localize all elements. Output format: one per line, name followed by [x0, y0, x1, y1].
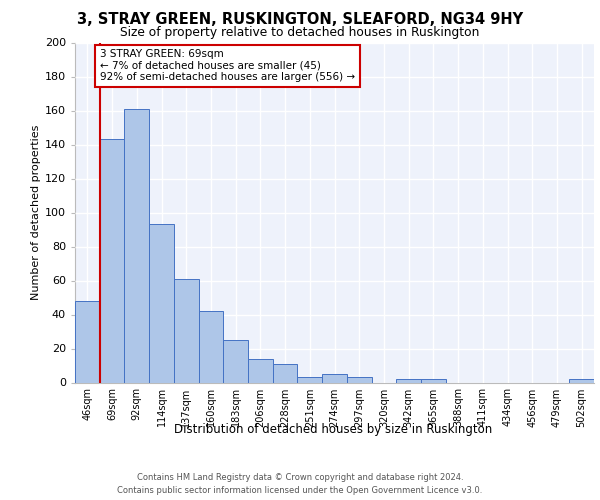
Bar: [273, 364, 298, 382]
Text: 3 STRAY GREEN: 69sqm
← 7% of detached houses are smaller (45)
92% of semi-detach: 3 STRAY GREEN: 69sqm ← 7% of detached ho…: [100, 50, 355, 82]
Bar: [174, 279, 199, 382]
Bar: [248, 358, 273, 382]
Bar: [347, 378, 371, 382]
Y-axis label: Number of detached properties: Number of detached properties: [31, 125, 41, 300]
Text: Size of property relative to detached houses in Ruskington: Size of property relative to detached ho…: [121, 26, 479, 39]
Bar: [396, 379, 421, 382]
Bar: [100, 140, 124, 382]
Bar: [223, 340, 248, 382]
Bar: [569, 379, 594, 382]
Text: Distribution of detached houses by size in Ruskington: Distribution of detached houses by size …: [174, 422, 492, 436]
Bar: [149, 224, 174, 382]
Bar: [199, 311, 223, 382]
Text: Contains HM Land Registry data © Crown copyright and database right 2024.
Contai: Contains HM Land Registry data © Crown c…: [118, 473, 482, 495]
Bar: [421, 379, 446, 382]
Bar: [124, 109, 149, 382]
Text: 3, STRAY GREEN, RUSKINGTON, SLEAFORD, NG34 9HY: 3, STRAY GREEN, RUSKINGTON, SLEAFORD, NG…: [77, 12, 523, 28]
Bar: [322, 374, 347, 382]
Bar: [75, 301, 100, 382]
Bar: [298, 378, 322, 382]
